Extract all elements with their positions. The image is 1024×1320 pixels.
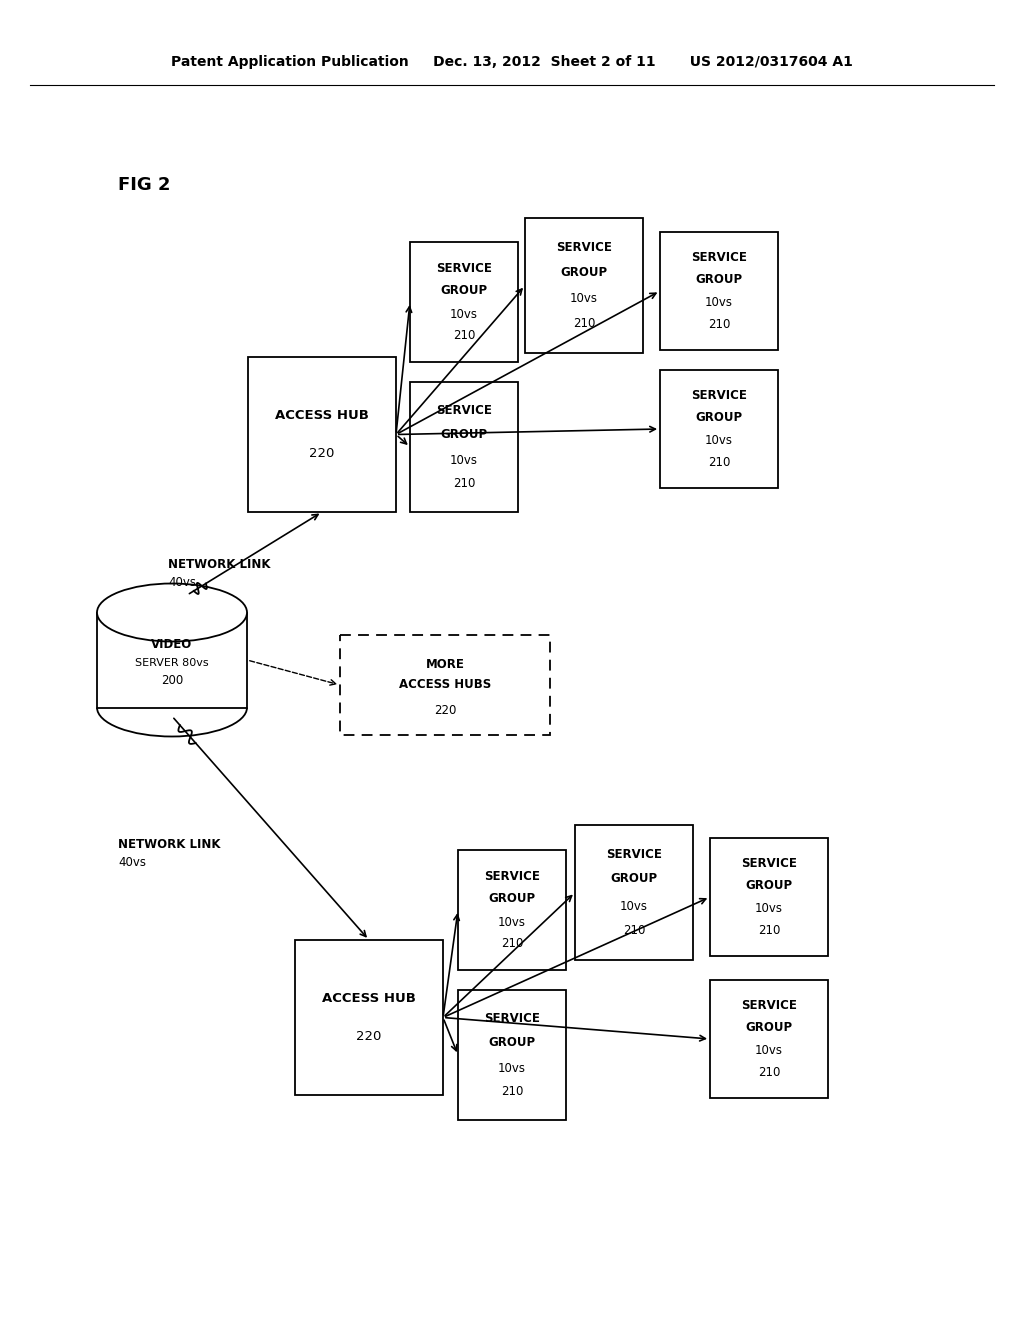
Text: GROUP: GROUP [610, 873, 657, 886]
Text: GROUP: GROUP [488, 891, 536, 904]
Text: 10vs: 10vs [755, 903, 783, 915]
Text: GROUP: GROUP [695, 411, 742, 424]
Text: GROUP: GROUP [488, 1035, 536, 1048]
Text: 10vs: 10vs [450, 454, 478, 466]
Text: 10vs: 10vs [570, 293, 598, 305]
Text: 10vs: 10vs [705, 296, 733, 309]
Bar [410, 242, 518, 362]
Text: 10vs: 10vs [450, 308, 478, 321]
Text: FIG 2: FIG 2 [118, 176, 171, 194]
Text: 210: 210 [501, 1085, 523, 1098]
Bar [458, 990, 566, 1119]
Text: SERVICE: SERVICE [484, 1012, 540, 1026]
Text: 10vs: 10vs [705, 434, 733, 447]
Bar [660, 370, 778, 488]
Text: Patent Application Publication     Dec. 13, 2012  Sheet 2 of 11       US 2012/03: Patent Application Publication Dec. 13, … [171, 55, 853, 69]
Text: SERVICE: SERVICE [691, 251, 746, 264]
Text: 10vs: 10vs [755, 1044, 783, 1057]
Text: 210: 210 [758, 924, 780, 937]
Text: 10vs: 10vs [498, 1061, 526, 1074]
Bar [458, 850, 566, 970]
Text: ACCESS HUBS: ACCESS HUBS [399, 678, 492, 692]
Text: 220: 220 [309, 446, 335, 459]
Text: GROUP: GROUP [560, 265, 607, 279]
Text: 210: 210 [708, 318, 730, 330]
Text: ACCESS HUB: ACCESS HUB [275, 409, 369, 422]
Text: 210: 210 [572, 317, 595, 330]
Text: 220: 220 [434, 704, 456, 717]
Bar [660, 232, 778, 350]
Bar [575, 825, 693, 960]
Text: 40vs: 40vs [118, 857, 146, 870]
Text: VIDEO: VIDEO [152, 639, 193, 652]
Bar [710, 838, 828, 956]
Text: SERVICE: SERVICE [606, 849, 662, 861]
Text: 210: 210 [453, 477, 475, 490]
Text: 10vs: 10vs [498, 916, 526, 928]
Text: GROUP: GROUP [440, 428, 487, 441]
Text: SERVICE: SERVICE [691, 389, 746, 403]
Text: 210: 210 [453, 329, 475, 342]
Text: SERVICE: SERVICE [436, 261, 492, 275]
Bar [295, 940, 443, 1096]
Bar [248, 356, 396, 512]
Ellipse shape [97, 583, 247, 642]
Text: MORE: MORE [426, 659, 465, 672]
Text: SERVER 80vs: SERVER 80vs [135, 657, 209, 668]
Text: 40vs: 40vs [168, 577, 196, 590]
Text: ACCESS HUB: ACCESS HUB [323, 993, 416, 1006]
Bar [410, 381, 518, 512]
Text: GROUP: GROUP [745, 879, 793, 892]
Text: GROUP: GROUP [440, 284, 487, 297]
Bar [710, 979, 828, 1098]
Text: 210: 210 [501, 937, 523, 950]
Bar [340, 635, 550, 735]
Text: SERVICE: SERVICE [741, 999, 797, 1012]
Bar [525, 218, 643, 352]
Text: SERVICE: SERVICE [741, 858, 797, 870]
Bar [97, 612, 247, 708]
Text: 210: 210 [623, 924, 645, 937]
Text: 210: 210 [708, 455, 730, 469]
Text: SERVICE: SERVICE [436, 404, 492, 417]
Text: SERVICE: SERVICE [556, 242, 612, 255]
Text: GROUP: GROUP [695, 273, 742, 285]
Text: NETWORK LINK: NETWORK LINK [118, 838, 220, 851]
Text: 10vs: 10vs [620, 899, 648, 912]
Text: SERVICE: SERVICE [484, 870, 540, 883]
Text: 200: 200 [161, 673, 183, 686]
Text: NETWORK LINK: NETWORK LINK [168, 558, 270, 572]
Text: 220: 220 [356, 1030, 382, 1043]
Text: 210: 210 [758, 1065, 780, 1078]
Text: GROUP: GROUP [745, 1020, 793, 1034]
